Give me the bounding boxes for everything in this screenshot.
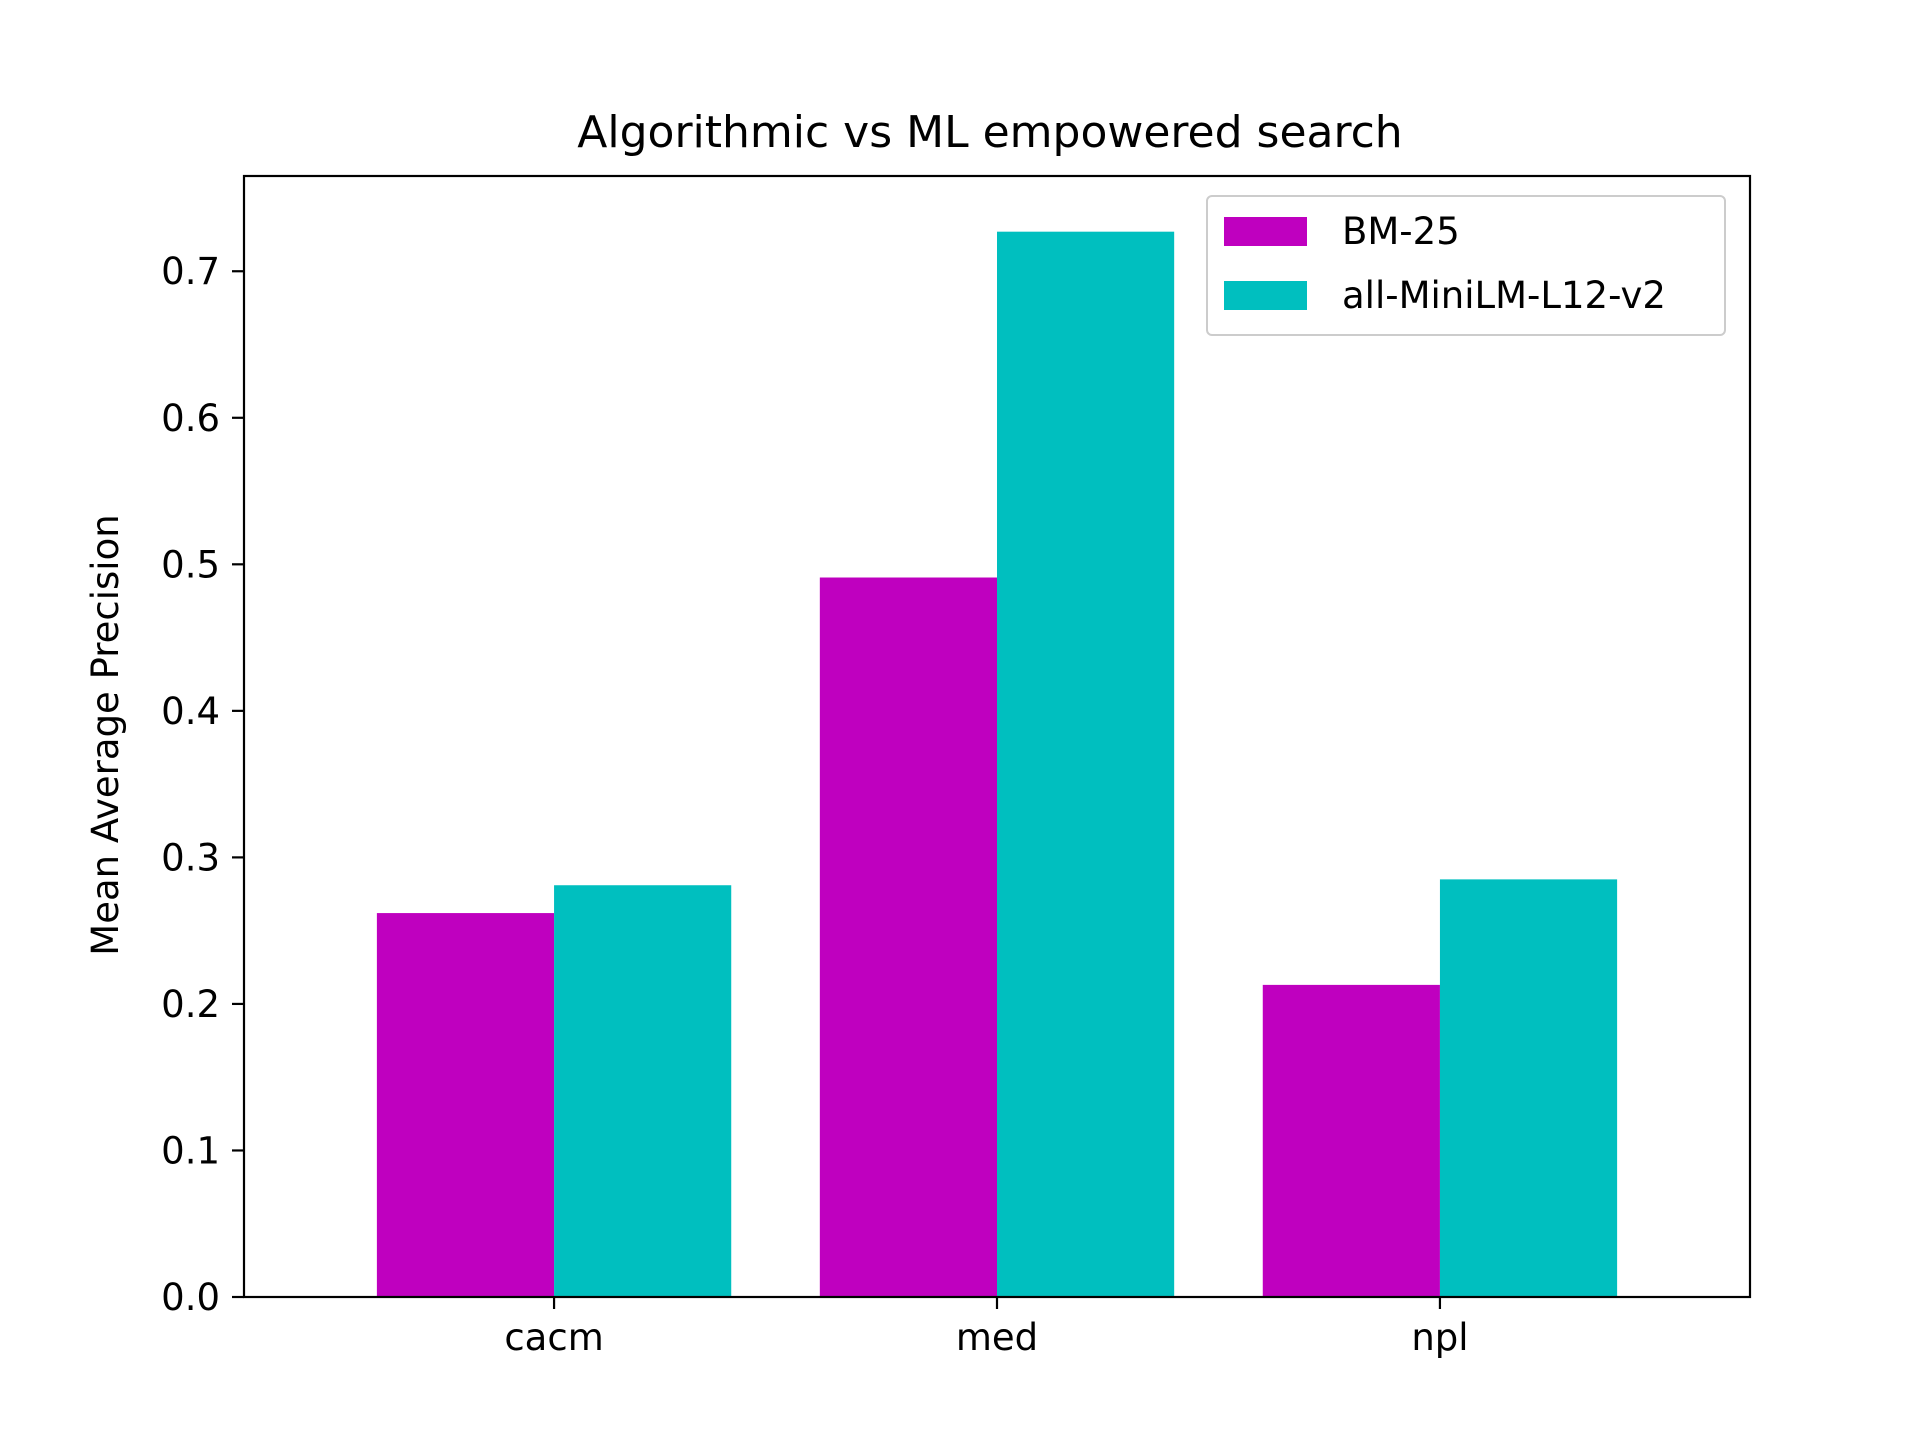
bar-all-minilm-l12-v2-med <box>997 231 1175 1298</box>
y-tick-label: 0.0 <box>161 1276 220 1319</box>
bar-all-minilm-l12-v2-cacm <box>554 885 732 1297</box>
y-tick-label: 0.5 <box>161 543 220 586</box>
chart-title: Algorithmic vs ML empowered search <box>577 107 1402 158</box>
y-tick-label: 0.6 <box>161 397 220 440</box>
y-tick-label: 0.2 <box>161 983 220 1026</box>
y-tick-label: 0.7 <box>161 250 220 293</box>
y-axis-label: Mean Average Precision <box>84 514 127 955</box>
legend-label-bm25: BM-25 <box>1342 210 1460 253</box>
y-tick-label: 0.4 <box>161 690 220 733</box>
bar-bm-25-npl <box>1262 984 1440 1297</box>
legend-frame <box>1206 195 1726 336</box>
legend-swatch-bm25 <box>1224 217 1307 246</box>
y-tick-label: 0.3 <box>161 836 220 879</box>
bar-bm-25-cacm <box>376 913 555 1297</box>
x-tick-label-cacm: cacm <box>504 1316 603 1359</box>
legend-label-minilm: all-MiniLM-L12-v2 <box>1342 274 1666 317</box>
bar-all-minilm-l12-v2-npl <box>1439 879 1618 1297</box>
x-tick-label-med: med <box>956 1316 1038 1359</box>
x-tick-label-npl: npl <box>1411 1316 1468 1359</box>
bars-layer <box>376 231 1618 1298</box>
legend-swatch-minilm <box>1224 281 1307 310</box>
y-tick-label: 0.1 <box>161 1129 220 1172</box>
legend: BM-25 all-MiniLM-L12-v2 <box>1206 195 1726 336</box>
bar-bm-25-med <box>819 577 997 1297</box>
y-axis: 0.0 0.1 0.2 0.3 0.4 0.5 0.6 0.7 <box>161 250 244 1319</box>
x-axis: cacm med npl <box>504 1297 1469 1359</box>
